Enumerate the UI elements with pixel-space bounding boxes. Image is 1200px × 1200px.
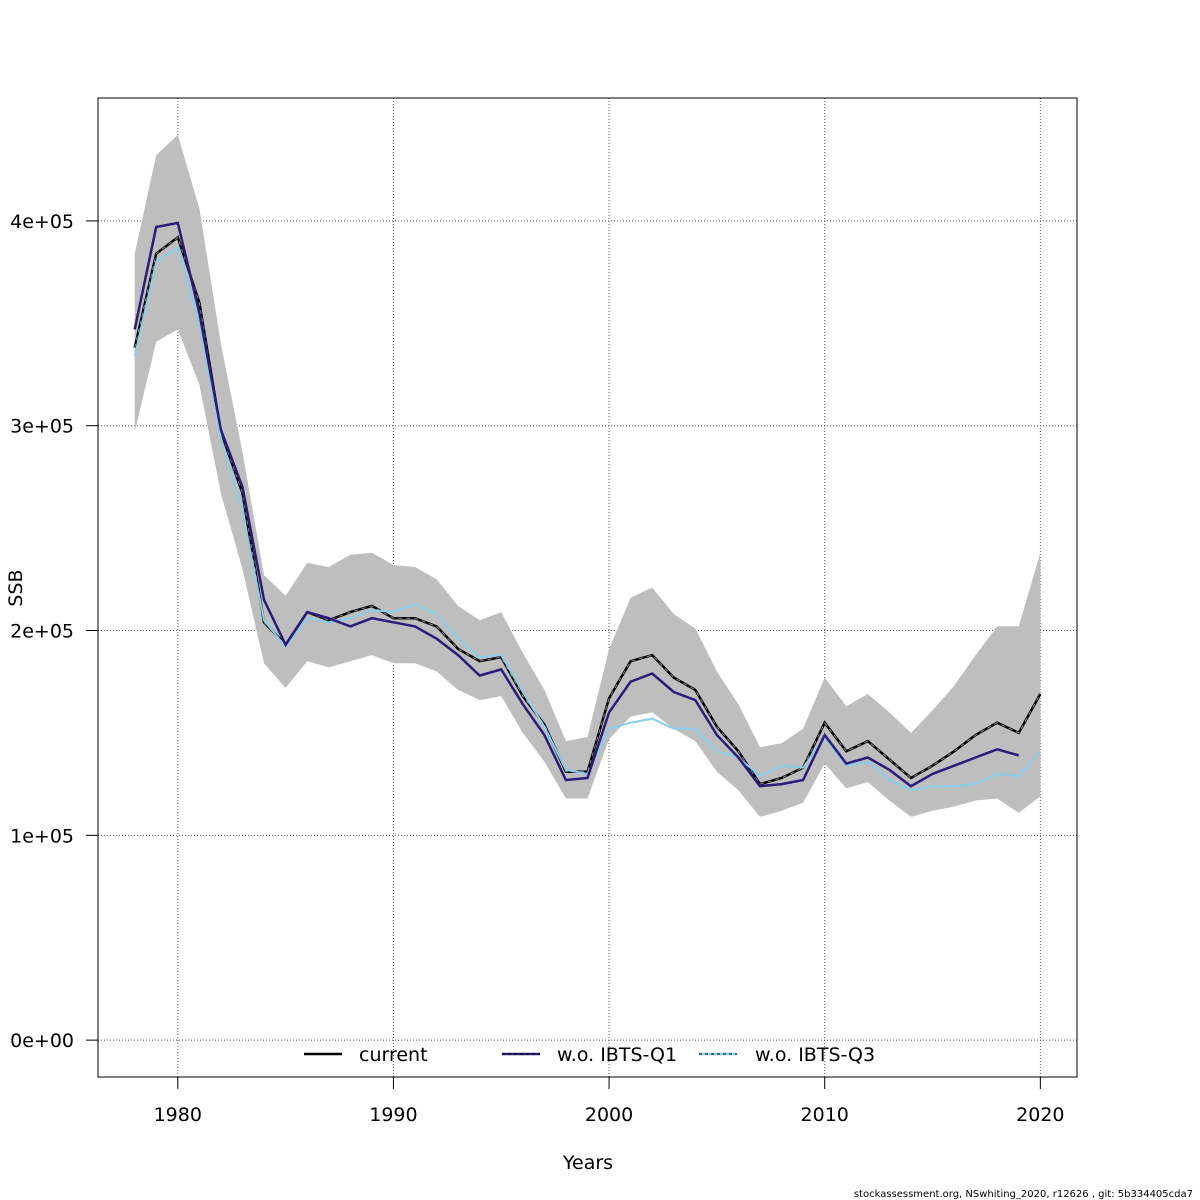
y-tick-label-0e+00: 0e+00 xyxy=(10,1030,74,1052)
series-line-current xyxy=(133,235,1042,786)
x-axis-title: Years xyxy=(562,1152,613,1174)
x-tick-label-1990: 1990 xyxy=(369,1104,417,1126)
confidence-band xyxy=(134,134,1041,817)
y-tick-label-1e+05: 1e+05 xyxy=(10,825,74,847)
series-line-wo-ibts-q3 xyxy=(133,245,1042,792)
legend-label-wo-ibts-q1: w.o. IBTS-Q1 xyxy=(557,1044,677,1066)
legend-label-wo-ibts-q3: w.o. IBTS-Q3 xyxy=(755,1044,875,1066)
y-tick-label-2e+05: 2e+05 xyxy=(10,621,74,643)
y-axis-title: SSB xyxy=(5,569,27,606)
grid-lines xyxy=(98,98,1077,1077)
x-tick-label-1980: 1980 xyxy=(154,1104,202,1126)
y-axis: 0e+00 1e+05 2e+05 3e+05 4e+05 xyxy=(10,211,98,1052)
confidence-band-group xyxy=(134,134,1041,817)
y-tick-label-3e+05: 3e+05 xyxy=(10,416,74,438)
series-line-current-dash xyxy=(134,236,1041,785)
x-tick-label-2000: 2000 xyxy=(585,1104,633,1126)
x-tick-label-2010: 2010 xyxy=(801,1104,849,1126)
series-line-wo-ibts-q1 xyxy=(133,221,1020,788)
plot-frame xyxy=(97,97,1078,1078)
legend-label-current: current xyxy=(359,1044,428,1066)
footer-credit: stockassessment.org, NSwhiting_2020, r12… xyxy=(854,1189,1193,1200)
series-lines xyxy=(133,221,1042,792)
y-tick-label-4e+05: 4e+05 xyxy=(10,211,74,233)
legend: current w.o. IBTS-Q1 w.o. IBTS-Q3 xyxy=(304,1044,875,1066)
x-tick-label-2020: 2020 xyxy=(1016,1104,1064,1126)
x-axis: 1980 1990 2000 2010 2020 xyxy=(154,1077,1065,1126)
